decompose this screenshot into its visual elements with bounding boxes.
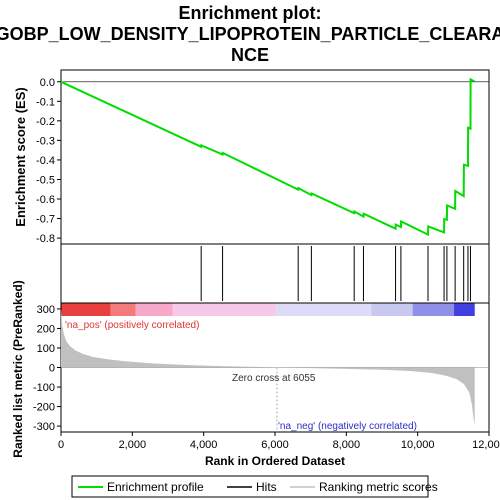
x-tick-label: 4,000 — [190, 439, 218, 451]
legend-label-ranking: Ranking metric scores — [319, 480, 438, 494]
es-y-tick-label: -0.2 — [36, 116, 55, 128]
legend: Enrichment profile Hits Ranking metric s… — [71, 475, 438, 498]
ranking-y-tick-label: -200 — [33, 402, 55, 414]
es-y-tick-label: -0.5 — [36, 174, 55, 186]
ranking-y-tick-label: 200 — [37, 323, 55, 335]
zero-cross-label: Zero cross at 6055 — [232, 373, 316, 384]
x-tick-label: 10,000 — [401, 439, 435, 451]
hits-markers — [200, 246, 471, 301]
title-line-3: NCE — [231, 45, 269, 65]
es-y-tick-label: -0.6 — [36, 194, 55, 206]
es-y-tick-label: -0.3 — [36, 135, 55, 147]
ranking-y-tick-label: 300 — [37, 304, 55, 316]
colorbar-segment — [412, 303, 455, 316]
colorbar-segment — [110, 303, 136, 316]
es-panel-frame — [60, 69, 490, 245]
negative-correlation-label: 'na_neg' (negatively correlated) — [278, 421, 417, 432]
x-axis-label: Rank in Ordered Dataset — [205, 454, 345, 468]
colorbar-segment — [172, 303, 277, 316]
colorbar-segment — [454, 303, 475, 316]
legend-label-hits: Hits — [256, 480, 277, 494]
ranking-y-tick-label: 100 — [37, 343, 55, 355]
colorbar-segment — [276, 303, 372, 316]
x-tick-label: 6,000 — [261, 439, 289, 451]
colorbar-segment — [135, 303, 173, 316]
colorbar-segment — [61, 303, 111, 316]
ranking-y-tick-label: -300 — [33, 421, 55, 433]
x-tick-label: 0 — [58, 439, 64, 451]
ranking-y-tick-label: -100 — [33, 382, 55, 394]
positive-correlation-label: 'na_pos' (positively correlated) — [65, 320, 199, 331]
es-y-tick-label: -0.7 — [36, 214, 55, 226]
legend-label-enrichment: Enrichment profile — [107, 480, 204, 494]
ranking-y-tick-label: 0 — [49, 363, 55, 375]
ranking-y-axis-label: Ranked list metric (PreRanked) — [11, 280, 25, 457]
es-y-tick-label: -0.1 — [36, 96, 55, 108]
enrichment-profile-line — [60, 77, 476, 237]
es-y-axis-label: Enrichment score (ES) — [13, 87, 28, 226]
colorbar-segment — [371, 303, 413, 316]
es-y-tick-label: 0.0 — [40, 77, 55, 89]
x-tick-label: 12,000 — [472, 439, 500, 451]
x-tick-label: 2,000 — [119, 439, 147, 451]
es-y-axis: 0.0 -0.1 -0.2 -0.3 -0.4 -0.5 -0.6 -0.7 -0.8 — [36, 77, 61, 245]
title-line-2: GOBP_LOW_DENSITY_LIPOPROTEIN_PARTICLE_CL… — [0, 24, 500, 44]
ranking-x-axis: 0 2,000 4,000 6,000 8,000 10,000 12,000 — [58, 432, 500, 451]
ranking-y-axis: 300 200 100 0 -100 -200 -300 — [33, 304, 61, 433]
es-y-tick-label: -0.4 — [36, 155, 55, 167]
x-tick-label: 8,000 — [333, 439, 361, 451]
es-y-tick-label: -0.8 — [36, 233, 55, 245]
title-line-1: Enrichment plot: — [179, 3, 322, 23]
hits-panel-frame — [60, 243, 490, 304]
ranked-colorbar — [61, 303, 475, 316]
